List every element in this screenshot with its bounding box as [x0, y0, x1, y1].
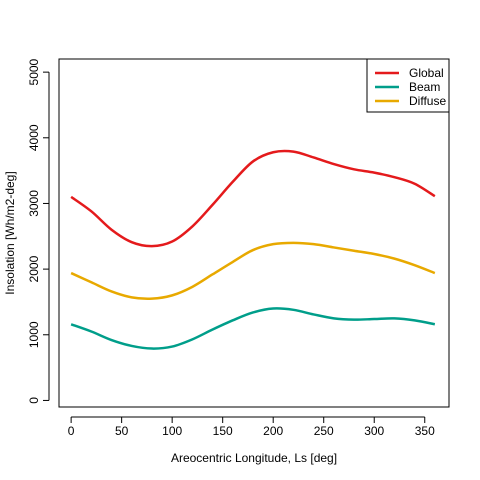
series-line-diffuse: [70, 241, 436, 301]
y-tick-label: 4000: [27, 124, 41, 151]
x-tick-label: 0: [68, 424, 75, 438]
y-tick-label: 1000: [27, 321, 41, 348]
legend-label-global: Global: [409, 66, 444, 80]
series-layer: [70, 149, 436, 350]
x-tick-label: 150: [213, 424, 233, 438]
series-line-beam: [70, 307, 436, 350]
x-axis-title: Areocentric Longitude, Ls [deg]: [171, 451, 337, 465]
legend: Global Beam Diffuse: [366, 58, 450, 113]
x-tick-label: 200: [263, 424, 283, 438]
y-axis: 0 1000 2000 3000 4000 5000: [27, 58, 50, 404]
legend-box: [366, 58, 450, 113]
y-tick-label: 5000: [27, 58, 41, 85]
x-tick-label: 350: [415, 424, 435, 438]
x-tick-label: 300: [364, 424, 384, 438]
x-tick-label: 50: [115, 424, 129, 438]
x-tick-label: 100: [162, 424, 182, 438]
y-tick-label: 3000: [27, 190, 41, 217]
series-line-global: [70, 149, 436, 248]
legend-label-beam: Beam: [409, 80, 440, 94]
y-tick-label: 0: [27, 397, 41, 404]
x-axis: 0 50 100 150 200 250 300 350: [68, 416, 435, 438]
y-tick-label: 2000: [27, 255, 41, 282]
y-axis-title: Insolation [Wh/m2-deg]: [3, 171, 17, 294]
plot-frame: [58, 58, 450, 408]
legend-label-diffuse: Diffuse: [409, 94, 446, 108]
x-tick-label: 250: [314, 424, 334, 438]
